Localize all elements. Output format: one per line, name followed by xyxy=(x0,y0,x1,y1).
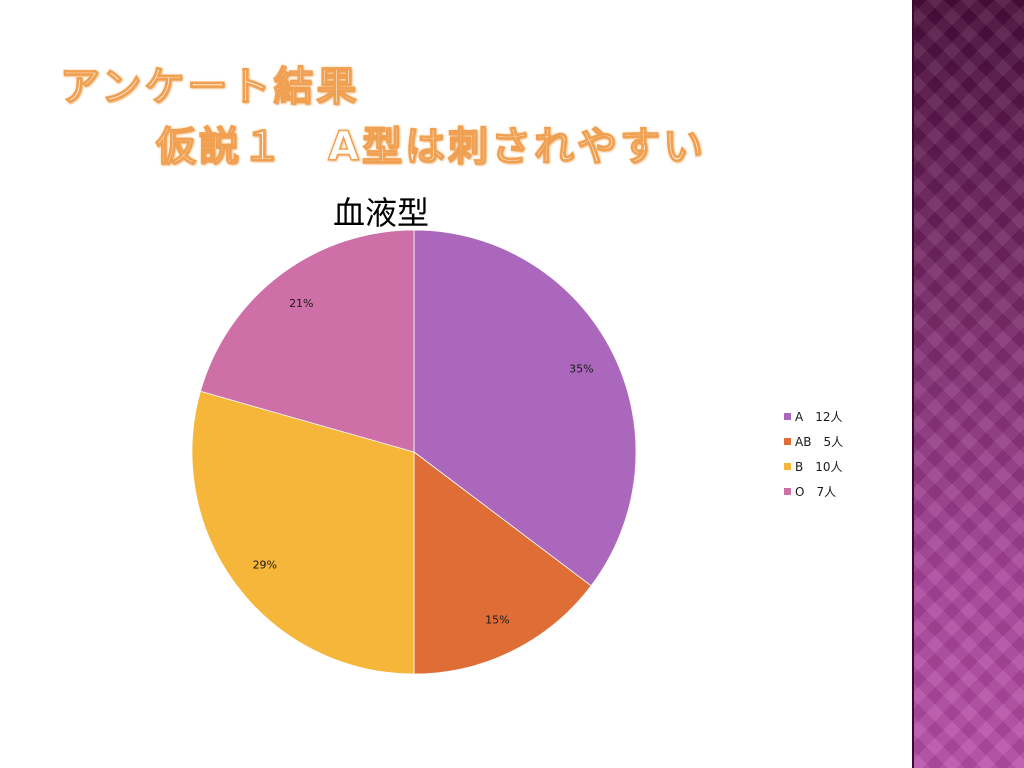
slide-title-line-1: アンケート結果 xyxy=(59,63,360,110)
legend-label: O 7人 xyxy=(795,485,837,499)
legend-swatch xyxy=(784,488,791,495)
pie-slice-ab xyxy=(413,451,592,675)
data-label-a: 35% xyxy=(569,363,593,376)
legend-item-o: O 7人 xyxy=(784,479,843,504)
legend-label: A 12人 xyxy=(795,410,843,424)
legend-label: B 10人 xyxy=(795,460,843,474)
pie-slice-o xyxy=(199,229,415,453)
legend-item-b: B 10人 xyxy=(784,454,843,479)
pie-slice-a xyxy=(413,229,637,587)
pie-data-labels: 35% 15% 29% 21% xyxy=(253,297,594,627)
data-label-b: 29% xyxy=(253,559,277,572)
slide-title-line-2: 仮説１ A型は刺されやすい xyxy=(155,123,706,170)
decorative-side-band xyxy=(912,0,1024,768)
data-label-ab: 15% xyxy=(485,613,509,626)
legend-swatch xyxy=(784,438,791,445)
chart-title: 血液型 xyxy=(333,194,429,232)
legend-item-ab: AB 5人 xyxy=(784,429,843,454)
legend-item-a: A 12人 xyxy=(784,404,843,429)
legend-label: AB 5人 xyxy=(795,435,844,449)
pie-slice-b xyxy=(191,390,415,675)
legend-swatch xyxy=(784,413,791,420)
pie-slices xyxy=(191,229,637,675)
legend-swatch xyxy=(784,463,791,470)
chart-legend: A 12人 AB 5人 B 10人 O 7人 xyxy=(784,404,843,504)
data-label-o: 21% xyxy=(289,297,313,310)
